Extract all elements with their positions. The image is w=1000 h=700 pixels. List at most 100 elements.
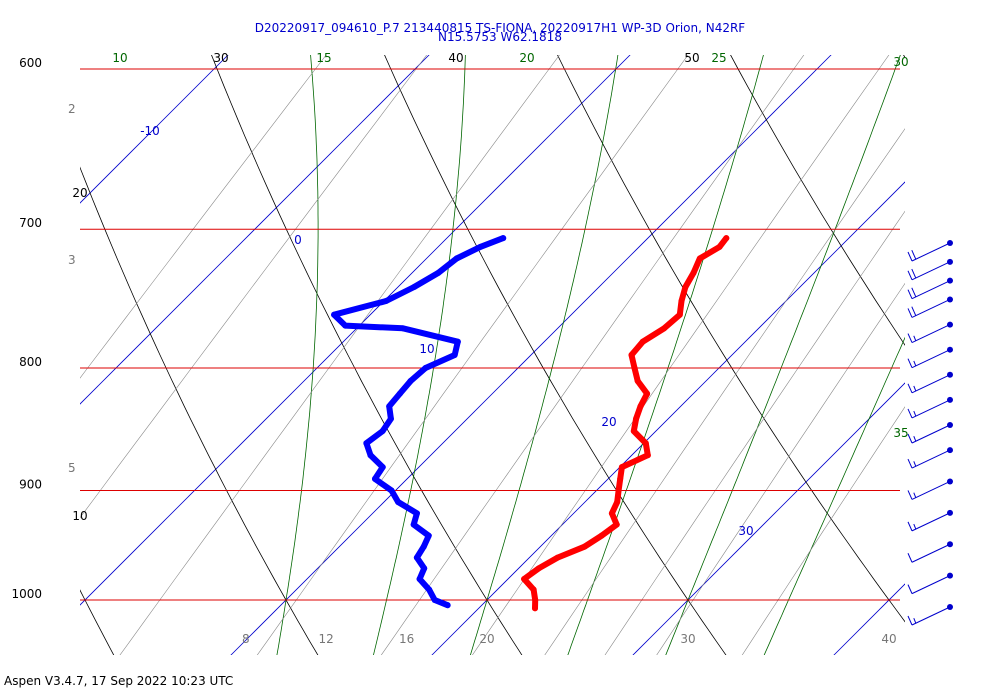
dry-adiabat-line	[557, 55, 905, 623]
dewpoint-point	[396, 390, 403, 397]
dewpoint-point	[426, 586, 433, 593]
wind-barb	[907, 321, 953, 344]
moist-adiabat-line	[763, 336, 905, 655]
moist-adiabat-label: 20	[519, 51, 534, 65]
wind-barb	[907, 296, 953, 318]
temperature-point	[531, 605, 538, 612]
dewpoint-point	[413, 554, 420, 561]
wind-barb	[907, 240, 953, 262]
mixing-ratio-line	[256, 55, 689, 655]
wind-barb	[907, 422, 953, 444]
dry-adiabat-label: 50	[684, 51, 699, 65]
wind-barb-flag	[907, 251, 913, 262]
dry-adiabat-label: 30	[213, 51, 228, 65]
dewpoint-point	[453, 255, 460, 262]
dewpoint-point	[477, 243, 484, 250]
dry-adiabat-line	[903, 55, 905, 59]
temperature-point	[532, 597, 539, 603]
moist-adiabat-line	[276, 55, 319, 655]
pressure-label: 700	[19, 216, 42, 230]
mixing-ratio-line	[119, 55, 560, 655]
wind-barb-flag	[907, 584, 913, 594]
dewpoint-point	[421, 565, 428, 572]
mixing-ratio-line	[656, 282, 905, 655]
wind-barb-flag	[907, 289, 913, 299]
wind-barb-flag	[907, 433, 913, 444]
temperature-point	[682, 284, 689, 291]
wind-barb	[907, 258, 953, 281]
dry-adiabat-line	[211, 55, 523, 655]
wind-barb-staff	[911, 512, 951, 532]
temperature-tick-label: 30	[680, 632, 695, 646]
moist-adiabat-line	[373, 55, 466, 655]
isotherm-line	[632, 382, 905, 655]
dewpoint-point	[379, 428, 386, 435]
temperature-point	[690, 269, 697, 276]
pressure-label: 900	[19, 477, 42, 491]
temperature-point	[608, 510, 615, 517]
wind-barb-staff	[911, 299, 951, 318]
wind-barb-flag	[907, 458, 913, 469]
background-lines	[80, 55, 905, 655]
wind-barb-half-flag	[913, 618, 917, 624]
wind-barb-staff	[911, 424, 951, 444]
wind-barb-half-flag	[913, 385, 917, 392]
dewpoint-point	[431, 597, 438, 603]
temperature-point	[530, 586, 537, 593]
wind-barb-flag	[907, 358, 913, 368]
temperature-trace	[521, 235, 730, 612]
temperature-tick-label: 20	[479, 632, 494, 646]
dewpoint-point	[425, 532, 432, 539]
wind-barb	[907, 447, 953, 469]
isotherm-label: -10	[140, 124, 160, 138]
temperature-point	[661, 325, 668, 332]
wind-barb	[907, 346, 953, 369]
temperature-point	[716, 243, 723, 250]
dewpoint-point	[435, 269, 442, 276]
wind-barb-staff	[911, 399, 951, 419]
wind-barb-staff	[911, 280, 951, 300]
dewpoint-point	[386, 403, 393, 410]
temperature-point	[628, 351, 635, 358]
wind-barb-flag	[911, 268, 917, 279]
dewpoint-point	[413, 510, 420, 517]
dewpoint-point	[331, 311, 338, 318]
temperature-point	[633, 415, 640, 422]
isotherm-label: 20	[601, 415, 616, 429]
wind-barb-staff	[911, 374, 951, 394]
dry-adiabat-line	[730, 55, 905, 346]
wind-barb-flag	[911, 306, 917, 316]
wind-barb	[907, 572, 953, 595]
dewpoint-point	[420, 543, 427, 550]
temperature-tick-label: 8	[242, 632, 250, 646]
moist-adiabat-label: 30	[893, 55, 908, 69]
wind-barb	[907, 371, 953, 394]
dry-adiabat-line	[80, 166, 319, 655]
dewpoint-point	[388, 487, 395, 494]
wind-barb	[907, 541, 953, 563]
dewpoint-point	[363, 440, 370, 447]
dewpoint-point	[500, 235, 507, 242]
dewpoint-point	[399, 325, 406, 332]
moist-adiabat-label: 35	[893, 426, 908, 440]
wind-barb-half-flag	[913, 436, 917, 442]
mixing-ratio-line	[80, 55, 327, 379]
wind-barb	[907, 396, 953, 419]
temperature-point	[618, 464, 625, 471]
footer-text: Aspen V3.4.7, 17 Sep 2022 10:23 UTC	[4, 674, 234, 688]
dewpoint-point	[387, 415, 394, 422]
wind-barb-half-flag	[913, 335, 917, 341]
isotherm-line	[833, 583, 905, 655]
dewpoint-point	[342, 322, 349, 329]
mixing-ratio-label: 3	[68, 253, 76, 267]
wind-barb	[907, 509, 953, 532]
wind-barb-staff	[911, 449, 951, 469]
temperature-point	[617, 475, 624, 482]
dry-adiabat-label: 20	[72, 186, 87, 200]
pressure-label: 1000	[11, 587, 42, 601]
wind-barb-flag	[907, 308, 913, 318]
isotherm-label: 0	[294, 233, 302, 247]
mixing-ratio-label: 2	[68, 102, 76, 116]
wind-barb-staff	[911, 242, 951, 262]
